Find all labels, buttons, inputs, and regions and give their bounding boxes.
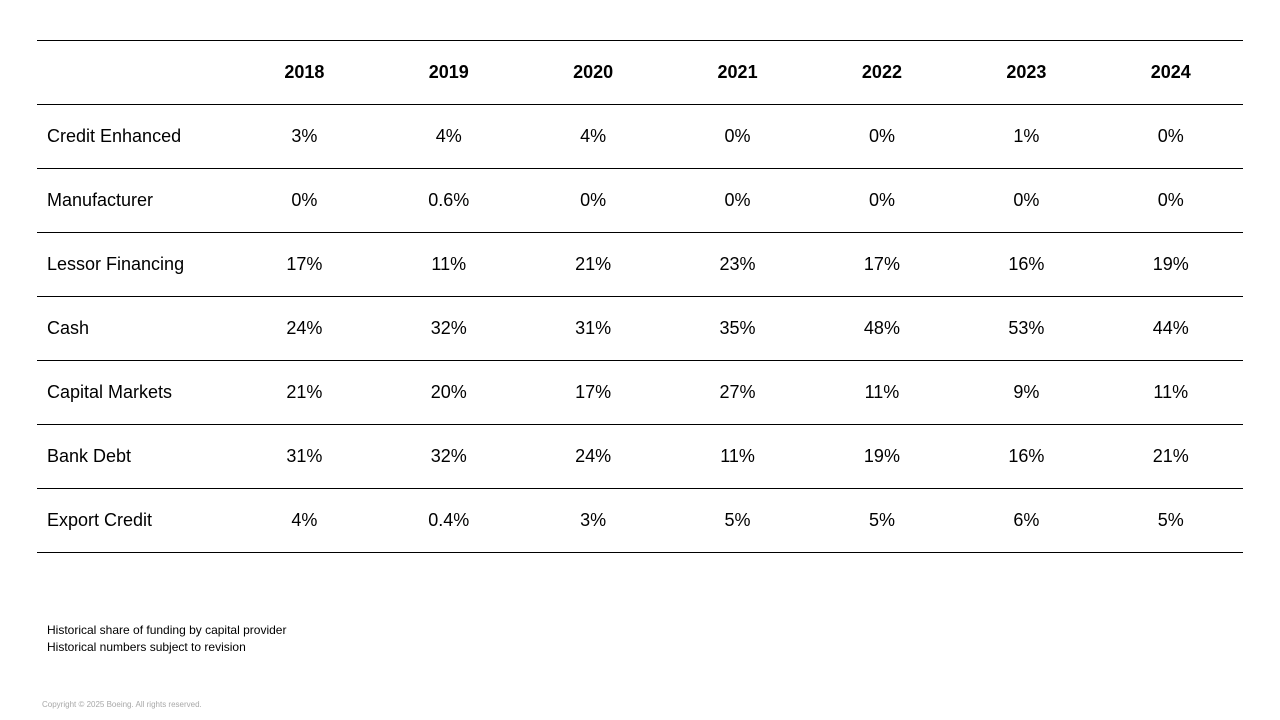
funding-table-container: 2018 2019 2020 2021 2022 2023 2024 Credi… xyxy=(37,40,1243,553)
row-label: Cash xyxy=(47,318,90,338)
table-cell: 3% xyxy=(291,126,318,146)
table-cell: 6% xyxy=(1013,510,1040,530)
row-label: Credit Enhanced xyxy=(47,126,182,146)
table-cell: 44% xyxy=(1152,318,1189,338)
table-cell: 21% xyxy=(1152,446,1189,466)
table-cell: 0% xyxy=(1157,126,1184,146)
table-cell: 0% xyxy=(868,126,895,146)
header-cell-empty xyxy=(37,41,232,105)
table-cell: 5% xyxy=(1157,510,1184,530)
table-cell: 48% xyxy=(863,318,900,338)
table-cell: 0.6% xyxy=(428,190,470,210)
footnote-line: Historical numbers subject to revision xyxy=(47,639,246,654)
table-cell: 11% xyxy=(1153,382,1189,402)
header-cell-year: 2020 xyxy=(573,62,614,82)
table-cell: 20% xyxy=(430,382,467,402)
table-cell: 24% xyxy=(575,446,612,466)
table-cell: 11% xyxy=(720,446,755,466)
table-cell: 17% xyxy=(575,382,612,402)
copyright-notice: Copyright © 2025 Boeing. All rights rese… xyxy=(42,700,202,709)
table-cell: 16% xyxy=(1008,254,1045,274)
table-cell: 19% xyxy=(863,446,900,466)
table-cell: 11% xyxy=(431,254,467,274)
header-cell-year: 2019 xyxy=(428,62,469,82)
table-cell: 4% xyxy=(291,510,318,530)
table-cell: 16% xyxy=(1008,446,1045,466)
table-row: Capital Markets 21% 20% 17% 27% 11% 9% 1… xyxy=(37,361,1243,425)
table-cell: 0.4% xyxy=(428,510,470,530)
row-label: Capital Markets xyxy=(47,382,173,402)
table-row: Export Credit 4% 0.4% 3% 5% 5% 6% 5% xyxy=(37,489,1243,553)
table-cell: 35% xyxy=(719,318,756,338)
table-cell: 21% xyxy=(575,254,612,274)
table-cell: 0% xyxy=(291,190,318,210)
footnotes: Historical share of funding by capital p… xyxy=(47,622,286,655)
table-cell: 4% xyxy=(580,126,607,146)
table-cell: 23% xyxy=(719,254,756,274)
table-cell: 53% xyxy=(1008,318,1045,338)
header-cell-year: 2022 xyxy=(861,62,902,82)
row-label: Manufacturer xyxy=(47,190,154,210)
table-cell: 19% xyxy=(1152,254,1189,274)
funding-share-table: 2018 2019 2020 2021 2022 2023 2024 Credi… xyxy=(37,40,1243,553)
table-cell: 0% xyxy=(1013,190,1040,210)
table-cell: 5% xyxy=(868,510,895,530)
table-cell: 1% xyxy=(1013,126,1040,146)
table-header-row: 2018 2019 2020 2021 2022 2023 2024 xyxy=(37,40,1243,105)
table-cell: 17% xyxy=(863,254,900,274)
header-cell-year: 2024 xyxy=(1150,62,1191,82)
table-row: Manufacturer 0% 0.6% 0% 0% 0% 0% 0% xyxy=(37,169,1243,233)
table-cell: 9% xyxy=(1013,382,1040,402)
table-cell: 27% xyxy=(719,382,756,402)
table-cell: 11% xyxy=(864,382,900,402)
table-cell: 31% xyxy=(575,318,612,338)
header-cell-year: 2023 xyxy=(1006,62,1047,82)
header-cell-year: 2021 xyxy=(717,62,758,82)
table-cell: 4% xyxy=(435,126,462,146)
row-label: Bank Debt xyxy=(47,446,132,466)
table-row: Credit Enhanced 3% 4% 4% 0% 0% 1% 0% xyxy=(37,105,1243,169)
table-cell: 32% xyxy=(430,446,467,466)
row-label: Lessor Financing xyxy=(47,254,185,274)
table-cell: 0% xyxy=(1157,190,1184,210)
table-cell: 5% xyxy=(724,510,751,530)
table-cell: 32% xyxy=(430,318,467,338)
table-cell: 3% xyxy=(580,510,607,530)
table-cell: 17% xyxy=(286,254,323,274)
table-cell: 0% xyxy=(724,126,751,146)
table-cell: 31% xyxy=(286,446,323,466)
table-cell: 0% xyxy=(580,190,607,210)
table-cell: 21% xyxy=(286,382,323,402)
table-cell: 24% xyxy=(286,318,323,338)
table-cell: 0% xyxy=(868,190,895,210)
table-row: Lessor Financing 17% 11% 21% 23% 17% 16%… xyxy=(37,233,1243,297)
row-label: Export Credit xyxy=(47,510,153,530)
table-row: Bank Debt 31% 32% 24% 11% 19% 16% 21% xyxy=(37,425,1243,489)
header-cell-year: 2018 xyxy=(284,62,325,82)
footnote-line: Historical share of funding by capital p… xyxy=(47,623,287,637)
table-cell: 0% xyxy=(724,190,751,210)
table-row: Cash 24% 32% 31% 35% 48% 53% 44% xyxy=(37,297,1243,361)
